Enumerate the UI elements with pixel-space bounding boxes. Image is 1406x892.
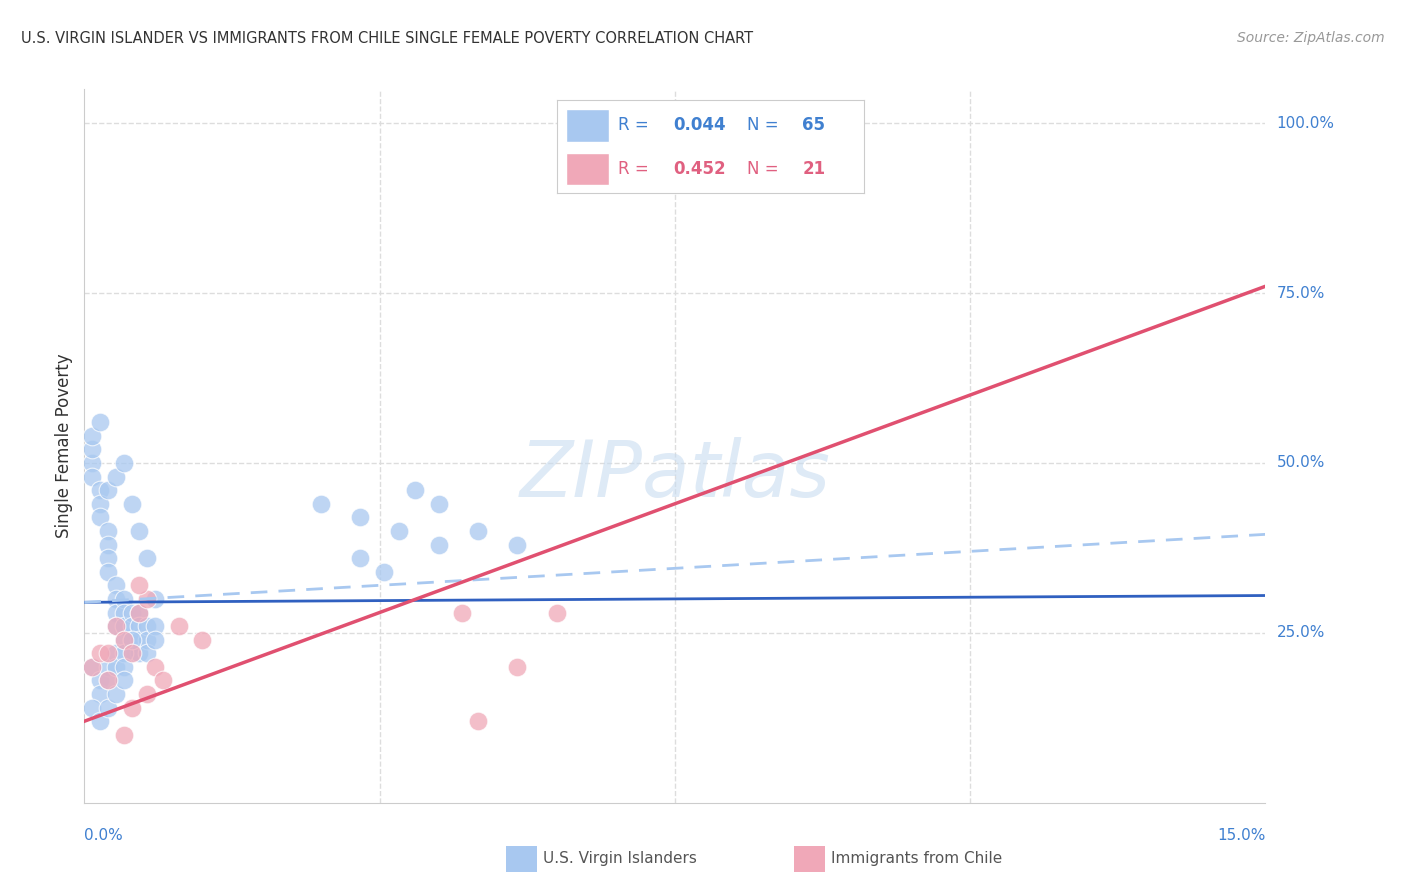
Point bbox=[128, 578, 150, 592]
Point bbox=[506, 537, 529, 551]
Point bbox=[167, 619, 190, 633]
Point bbox=[97, 646, 120, 660]
Point bbox=[82, 442, 104, 457]
Point bbox=[82, 700, 104, 714]
Point bbox=[191, 632, 214, 647]
Point bbox=[112, 591, 135, 606]
Point bbox=[97, 524, 120, 538]
Point bbox=[309, 497, 332, 511]
Point bbox=[349, 551, 371, 566]
Point bbox=[89, 415, 111, 429]
Point bbox=[104, 578, 127, 592]
Point bbox=[136, 687, 159, 701]
Point bbox=[128, 632, 150, 647]
Text: Source: ZipAtlas.com: Source: ZipAtlas.com bbox=[1237, 31, 1385, 45]
Point bbox=[112, 660, 135, 674]
Point bbox=[112, 728, 135, 742]
Point bbox=[121, 646, 143, 660]
Point bbox=[121, 700, 143, 714]
Point bbox=[467, 524, 489, 538]
Point bbox=[97, 673, 120, 688]
Point bbox=[451, 606, 474, 620]
Point bbox=[82, 429, 104, 443]
Point bbox=[97, 700, 120, 714]
Point bbox=[121, 632, 143, 647]
Point bbox=[89, 673, 111, 688]
Point bbox=[143, 660, 166, 674]
Point bbox=[128, 646, 150, 660]
Text: 100.0%: 100.0% bbox=[1277, 116, 1334, 131]
Point bbox=[97, 673, 120, 688]
Point bbox=[104, 646, 127, 660]
Point bbox=[89, 646, 111, 660]
Point bbox=[152, 673, 174, 688]
Point bbox=[136, 619, 159, 633]
Point bbox=[82, 469, 104, 483]
Point bbox=[97, 483, 120, 498]
Point bbox=[112, 646, 135, 660]
Point bbox=[136, 551, 159, 566]
Point bbox=[104, 687, 127, 701]
Point bbox=[82, 660, 104, 674]
Point bbox=[97, 537, 120, 551]
Point bbox=[89, 497, 111, 511]
Point bbox=[82, 456, 104, 470]
Point bbox=[427, 537, 450, 551]
Point bbox=[143, 619, 166, 633]
Point bbox=[104, 660, 127, 674]
Point bbox=[112, 606, 135, 620]
Point bbox=[121, 606, 143, 620]
Point bbox=[121, 619, 143, 633]
Point bbox=[143, 632, 166, 647]
Point bbox=[112, 673, 135, 688]
Point bbox=[121, 632, 143, 647]
Text: 75.0%: 75.0% bbox=[1277, 285, 1324, 301]
Point bbox=[136, 591, 159, 606]
Point bbox=[506, 660, 529, 674]
Point bbox=[104, 619, 127, 633]
Point bbox=[104, 591, 127, 606]
Point bbox=[112, 619, 135, 633]
Point bbox=[128, 606, 150, 620]
Point bbox=[97, 565, 120, 579]
Text: Immigrants from Chile: Immigrants from Chile bbox=[831, 852, 1002, 866]
Point bbox=[89, 714, 111, 729]
Point bbox=[89, 687, 111, 701]
Text: 15.0%: 15.0% bbox=[1218, 828, 1265, 843]
Point bbox=[112, 632, 135, 647]
Point bbox=[89, 483, 111, 498]
Point bbox=[104, 619, 127, 633]
Point bbox=[82, 660, 104, 674]
Point bbox=[112, 456, 135, 470]
Point bbox=[121, 497, 143, 511]
Point bbox=[97, 660, 120, 674]
Text: 50.0%: 50.0% bbox=[1277, 456, 1324, 470]
Point bbox=[467, 714, 489, 729]
Point bbox=[136, 632, 159, 647]
Point bbox=[404, 483, 426, 498]
Point bbox=[136, 646, 159, 660]
Point bbox=[104, 606, 127, 620]
Point bbox=[97, 551, 120, 566]
Point bbox=[427, 497, 450, 511]
Text: 0.0%: 0.0% bbox=[84, 828, 124, 843]
Text: 25.0%: 25.0% bbox=[1277, 625, 1324, 640]
Text: U.S. Virgin Islanders: U.S. Virgin Islanders bbox=[543, 852, 696, 866]
Point bbox=[143, 591, 166, 606]
Point bbox=[128, 524, 150, 538]
Text: U.S. VIRGIN ISLANDER VS IMMIGRANTS FROM CHILE SINGLE FEMALE POVERTY CORRELATION : U.S. VIRGIN ISLANDER VS IMMIGRANTS FROM … bbox=[21, 31, 754, 46]
Point bbox=[89, 510, 111, 524]
Point bbox=[104, 469, 127, 483]
Y-axis label: Single Female Poverty: Single Female Poverty bbox=[55, 354, 73, 538]
Point bbox=[546, 606, 568, 620]
Point bbox=[128, 606, 150, 620]
Point bbox=[349, 510, 371, 524]
Point bbox=[373, 565, 395, 579]
Point bbox=[112, 632, 135, 647]
Point bbox=[388, 524, 411, 538]
Point bbox=[121, 646, 143, 660]
Point bbox=[128, 619, 150, 633]
Text: ZIPatlas: ZIPatlas bbox=[519, 436, 831, 513]
